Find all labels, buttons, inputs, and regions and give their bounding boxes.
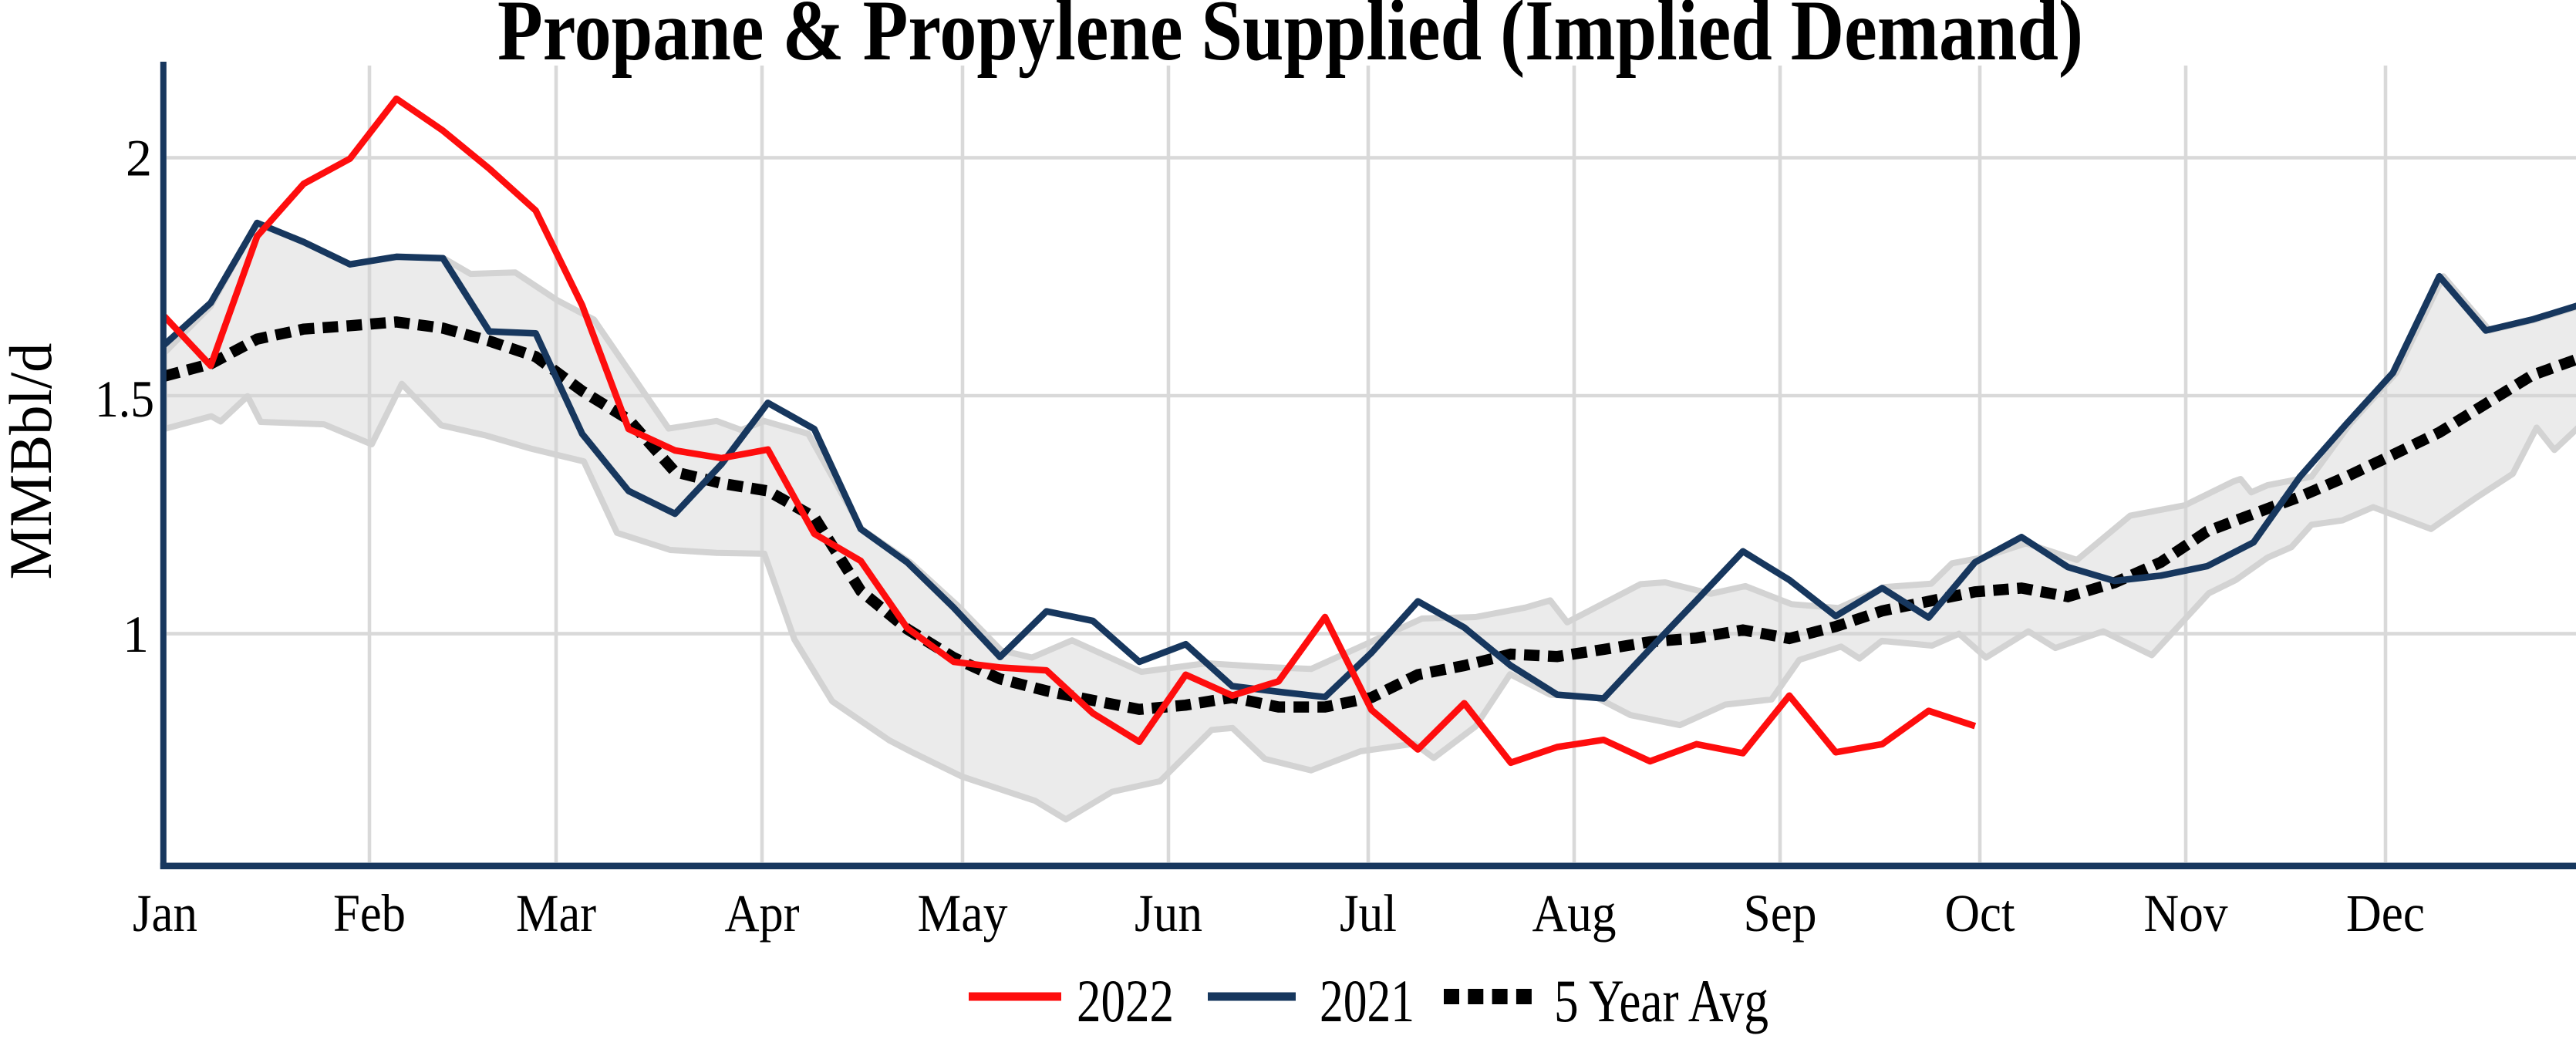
svg-text:Jan: Jan <box>133 884 197 943</box>
svg-text:Jul: Jul <box>1340 884 1397 943</box>
svg-text:MMBbl/d: MMBbl/d <box>0 343 64 580</box>
svg-text:Feb: Feb <box>333 884 406 943</box>
svg-text:2022: 2022 <box>1077 967 1174 1034</box>
svg-text:Dec: Dec <box>2346 884 2425 943</box>
svg-text:May: May <box>918 884 1008 943</box>
svg-text:1: 1 <box>123 605 149 663</box>
svg-text:5 Year Avg: 5 Year Avg <box>1554 967 1768 1034</box>
svg-text:2: 2 <box>126 129 152 187</box>
svg-text:Jun: Jun <box>1135 884 1202 943</box>
svg-text:Mar: Mar <box>516 884 596 943</box>
svg-text:1.5: 1.5 <box>95 369 154 428</box>
svg-text:Propane & Propylene Supplied (: Propane & Propylene Supplied (Implied De… <box>497 0 2083 79</box>
svg-text:Aug: Aug <box>1532 884 1617 943</box>
svg-text:Nov: Nov <box>2144 884 2228 943</box>
svg-text:Apr: Apr <box>725 884 800 943</box>
svg-text:Sep: Sep <box>1744 884 1817 943</box>
svg-text:2021: 2021 <box>1320 967 1414 1034</box>
svg-text:Oct: Oct <box>1945 884 2015 943</box>
